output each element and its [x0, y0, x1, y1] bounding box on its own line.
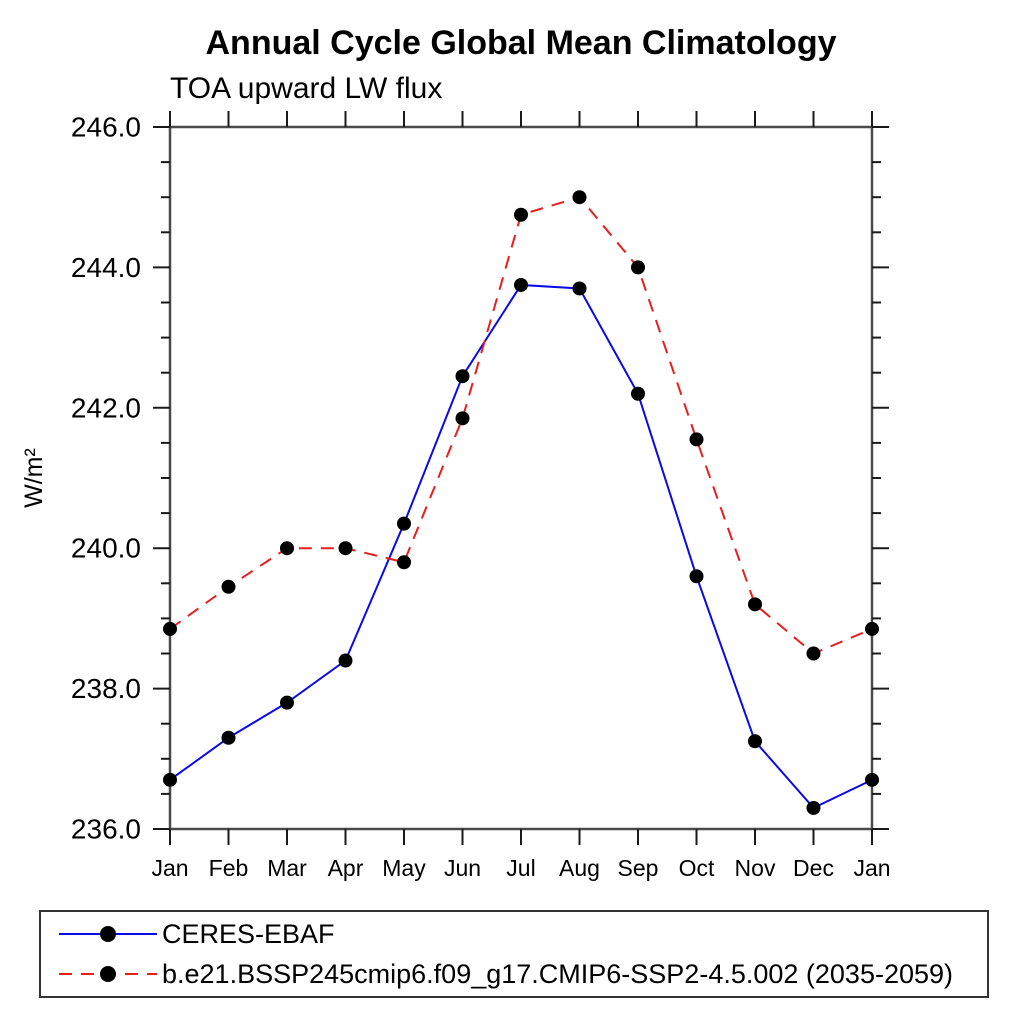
data-point-series-1	[163, 621, 177, 636]
data-point-series-1	[631, 260, 645, 275]
data-point-series-0	[806, 800, 821, 815]
data-point-series-1	[455, 411, 470, 426]
data-point-series-1	[338, 541, 353, 556]
legend-swatch-solid-line-icon	[59, 926, 157, 942]
y-axis-title: W/m²	[20, 448, 48, 508]
data-point-series-0	[338, 653, 353, 668]
data-point-series-0	[631, 386, 645, 401]
data-point-series-1	[689, 432, 704, 447]
data-point-series-0	[397, 516, 411, 531]
data-point-series-0	[514, 277, 528, 292]
y-axis-tick-label: 242.0	[71, 392, 141, 423]
x-axis-tick-label: Jan	[853, 855, 890, 881]
data-point-series-0	[748, 734, 762, 749]
y-axis-tick-label: 244.0	[71, 252, 141, 283]
data-point-series-0	[163, 772, 177, 787]
x-axis-tick-label: Sep	[618, 855, 659, 881]
x-axis-tick-label: Apr	[328, 855, 364, 881]
data-point-series-0	[221, 730, 236, 745]
data-point-series-1	[806, 646, 821, 661]
x-axis-tick-label: Dec	[793, 855, 834, 881]
data-point-series-0	[572, 281, 587, 296]
data-point-series-0	[689, 569, 704, 584]
y-axis-tick-label: 246.0	[71, 112, 141, 143]
x-axis-tick-label: Aug	[559, 855, 600, 881]
chart-subtitle: TOA upward LW flux	[170, 72, 443, 105]
data-point-series-1	[748, 597, 762, 612]
x-axis-tick-label: Nov	[735, 855, 776, 881]
legend-label-ceres-ebaf: CERES-EBAF	[162, 918, 335, 949]
legend-item-ceres-ebaf: CERES-EBAF	[50, 917, 987, 951]
series-line-1	[169, 196, 873, 655]
x-axis-tick-label: Jul	[506, 855, 535, 881]
legend-item-model-run: b.e21.BSSP245cmip6.f09_g17.CMIP6-SSP2-4.…	[50, 957, 987, 991]
data-point-series-1	[221, 579, 236, 594]
plot-box	[168, 125, 874, 831]
data-point-series-1	[514, 207, 528, 222]
data-point-series-1	[397, 555, 411, 570]
y-axis-tick-label: 236.0	[71, 814, 141, 845]
x-axis-tick-label: Jan	[151, 855, 188, 881]
legend: CERES-EBAF b.e21.BSSP245cmip6.f09_g17.CM…	[39, 910, 989, 998]
data-point-series-1	[572, 190, 587, 205]
data-point-series-1	[280, 541, 294, 556]
legend-label-model-run: b.e21.BSSP245cmip6.f09_g17.CMIP6-SSP2-4.…	[162, 958, 954, 989]
data-point-series-1	[865, 621, 879, 636]
legend-swatch-dashed-line-icon	[59, 966, 157, 982]
data-point-series-0	[280, 695, 294, 710]
data-point-series-0	[455, 369, 470, 384]
x-axis-tick-label: Jun	[444, 855, 481, 881]
x-axis-tick-label: Mar	[267, 855, 307, 881]
y-axis-tick-label: 238.0	[71, 673, 141, 704]
x-axis-tick-label: Oct	[679, 855, 715, 881]
x-axis-tick-label: Feb	[209, 855, 249, 881]
data-point-series-0	[865, 772, 879, 787]
y-axis-tick-label: 240.0	[71, 533, 141, 564]
series-line-0	[169, 283, 873, 810]
chart-title: Annual Cycle Global Mean Climatology	[205, 24, 837, 62]
x-axis-tick-label: May	[382, 855, 426, 881]
